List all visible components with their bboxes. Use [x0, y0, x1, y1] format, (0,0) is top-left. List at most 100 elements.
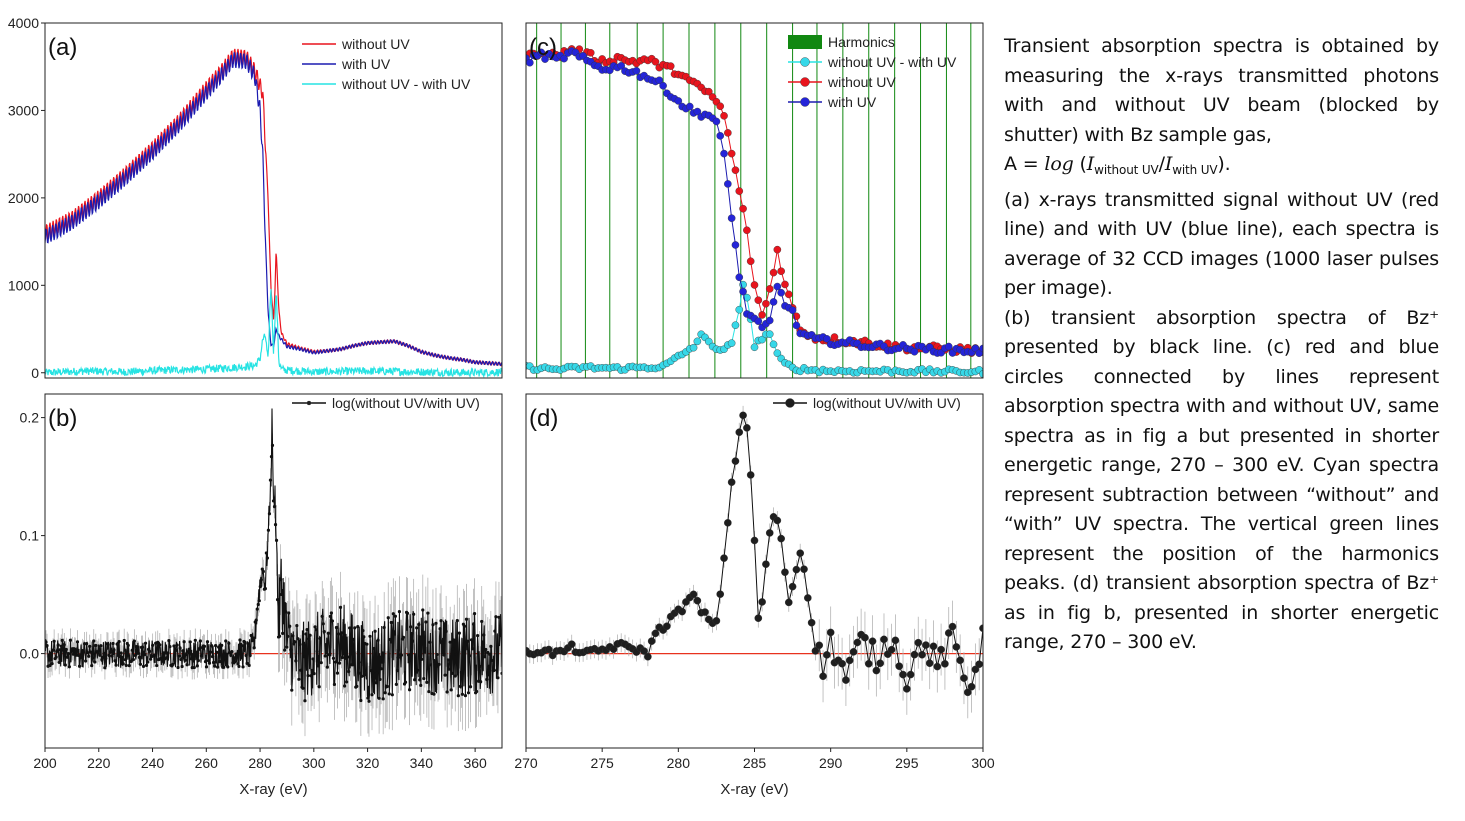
- data-point: [282, 621, 286, 625]
- x-tick-label: 220: [87, 755, 111, 771]
- data-point: [76, 653, 81, 657]
- data-point: [395, 668, 399, 673]
- data-point: [933, 662, 942, 671]
- data-point: [975, 660, 983, 669]
- data-point: [168, 645, 172, 649]
- data-point: [413, 678, 417, 682]
- data-point: [304, 632, 308, 636]
- data-point: [92, 639, 96, 643]
- data-point: [952, 643, 961, 651]
- data-point: [323, 654, 327, 658]
- data-point: [484, 647, 488, 652]
- data-point: [439, 619, 443, 623]
- data-point: [651, 629, 660, 638]
- data-point: [84, 659, 88, 663]
- data-point: [784, 598, 793, 607]
- data-point: [252, 646, 256, 650]
- data-point: [689, 590, 698, 599]
- panel-label: (b): [48, 405, 77, 432]
- data-point: [297, 677, 301, 681]
- data-point: [87, 654, 91, 658]
- data-point: [739, 204, 747, 213]
- data-point: [258, 584, 262, 589]
- data-point: [494, 615, 498, 619]
- data-point: [284, 610, 288, 614]
- data-point: [429, 663, 433, 667]
- data-point: [295, 623, 299, 628]
- data-point: [428, 640, 432, 644]
- legend-entry-label: without UV: [827, 74, 896, 90]
- data-point: [448, 640, 452, 644]
- x-tick-label: 300: [302, 755, 326, 771]
- data-point: [663, 622, 671, 631]
- data-point: [499, 629, 502, 634]
- data-point: [960, 674, 968, 682]
- data-point: [212, 664, 217, 668]
- data-point: [148, 649, 152, 653]
- data-point: [356, 624, 360, 629]
- data-point: [455, 619, 459, 623]
- data-point: [120, 655, 124, 659]
- data-point: [362, 635, 366, 639]
- data-point: [114, 663, 118, 667]
- data-point: [321, 622, 325, 626]
- data-point: [183, 658, 187, 662]
- data-point: [167, 638, 171, 643]
- series-line-with-uv: [526, 50, 983, 355]
- data-point: [891, 636, 900, 645]
- data-point: [469, 638, 474, 642]
- data-point: [716, 132, 725, 140]
- data-point: [353, 626, 357, 630]
- data-point: [963, 688, 972, 697]
- data-point: [769, 298, 778, 306]
- data-point: [447, 667, 451, 671]
- data-point: [466, 691, 471, 695]
- data-point: [275, 598, 280, 602]
- data-point: [769, 268, 778, 277]
- data-point: [452, 638, 456, 642]
- data-point: [431, 623, 435, 627]
- data-point: [66, 651, 70, 656]
- axes-frame: [525, 393, 984, 749]
- data-point: [397, 610, 402, 614]
- data-point: [432, 692, 436, 696]
- data-point: [364, 672, 368, 677]
- data-point: [330, 619, 335, 623]
- data-point: [117, 639, 121, 644]
- data-point: [174, 648, 178, 653]
- data-point: [316, 664, 320, 668]
- data-point: [91, 656, 95, 660]
- data-point: [644, 652, 652, 661]
- data-point: [403, 680, 408, 684]
- data-point: [329, 611, 333, 615]
- legend-marker: [800, 77, 810, 87]
- data-point: [224, 639, 228, 643]
- legend-entry-label: log(without UV/with UV): [813, 395, 961, 411]
- data-point: [434, 621, 438, 625]
- data-point: [340, 655, 345, 660]
- y-tick-label: 1000: [8, 277, 39, 293]
- data-point: [823, 651, 831, 659]
- data-point: [750, 281, 759, 289]
- data-point: [220, 643, 224, 647]
- data-point: [823, 335, 831, 343]
- data-point: [197, 647, 201, 651]
- data-point: [267, 512, 272, 516]
- data-point: [399, 653, 404, 657]
- y-tick-label: 0: [31, 365, 39, 381]
- data-point: [465, 639, 470, 643]
- data-point: [375, 671, 379, 675]
- data-point: [377, 696, 381, 700]
- data-point: [294, 659, 298, 663]
- data-point: [944, 342, 953, 351]
- data-point: [446, 658, 450, 662]
- data-point: [876, 659, 884, 668]
- data-point: [268, 478, 273, 482]
- data-point: [758, 598, 766, 606]
- data-point: [357, 660, 361, 664]
- legend-d: log(without UV/with UV): [773, 395, 961, 411]
- data-point: [182, 640, 186, 644]
- data-point: [142, 653, 147, 657]
- data-point: [56, 643, 60, 647]
- data-point: [485, 677, 489, 682]
